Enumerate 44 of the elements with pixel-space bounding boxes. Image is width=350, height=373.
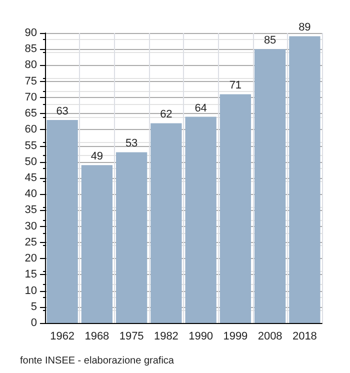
y-tick-label: 25 — [24, 236, 37, 248]
y-tick-label: 90 — [24, 27, 37, 39]
x-tick-label: 1968 — [84, 330, 110, 342]
y-tick-label: 35 — [24, 204, 37, 216]
data-label: 71 — [229, 80, 242, 92]
y-tick-label: 65 — [24, 108, 37, 120]
data-label: 89 — [298, 22, 311, 34]
y-tick-label: 55 — [24, 140, 37, 152]
x-tick-label: 2008 — [258, 330, 282, 342]
y-tick-label: 85 — [24, 43, 37, 56]
y-tick-label: 80 — [24, 59, 37, 72]
y-tick-label: 15 — [24, 268, 37, 281]
source-note: fonte INSEE - elaborazione grafica — [20, 356, 174, 366]
y-tick-label: 0 — [30, 317, 37, 329]
data-label: 64 — [194, 102, 207, 114]
data-label: 63 — [56, 106, 68, 118]
y-tick-label: 70 — [24, 91, 37, 104]
bar — [220, 94, 252, 323]
bar — [116, 152, 148, 323]
x-tick-label: 1975 — [119, 330, 144, 342]
x-tick-label: 1962 — [50, 330, 75, 342]
y-tick-label: 5 — [30, 300, 37, 313]
data-label: 53 — [125, 138, 138, 150]
y-tick-label: 60 — [24, 124, 37, 136]
bar — [289, 36, 320, 323]
x-tick-label: 1999 — [223, 330, 248, 342]
y-tick-label: 30 — [24, 220, 37, 232]
data-label: 62 — [160, 108, 172, 121]
bar — [46, 120, 78, 323]
y-tick-label: 10 — [24, 284, 37, 297]
y-tick-label: 50 — [24, 156, 37, 168]
bar — [81, 165, 113, 323]
x-tick-label: 1982 — [154, 330, 178, 342]
y-tick-label: 75 — [24, 75, 37, 88]
data-label: 85 — [264, 34, 276, 47]
bar — [185, 116, 216, 323]
y-tick-label: 45 — [24, 172, 37, 184]
y-tick-label: 40 — [24, 188, 37, 200]
bar — [150, 123, 182, 323]
y-tick-label: 20 — [24, 252, 37, 265]
x-tick-label: 1990 — [188, 330, 214, 342]
x-tick-label: 2018 — [292, 330, 317, 342]
data-label: 49 — [90, 150, 104, 163]
bar — [254, 49, 286, 323]
